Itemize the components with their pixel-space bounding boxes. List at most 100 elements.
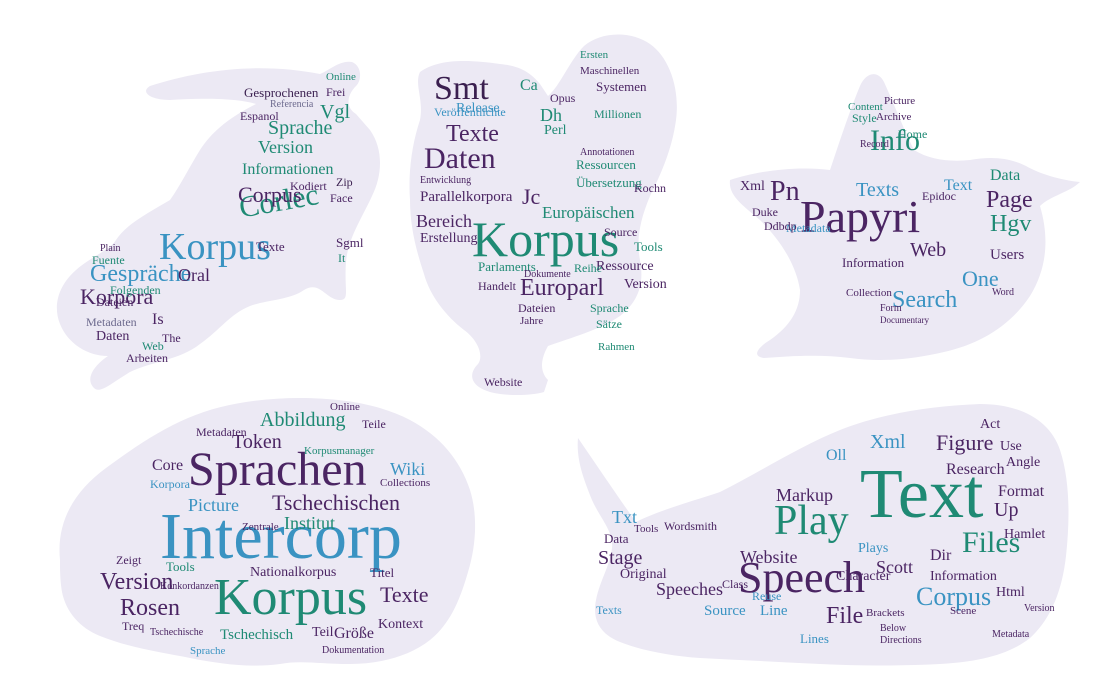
turtle-shape — [59, 398, 476, 666]
rooster-word-dh: Dh — [540, 105, 562, 125]
turtle-word-zentrale: Zentrale — [242, 521, 279, 533]
lizard-word-plain: Plain — [100, 243, 121, 254]
lizard-word-korpora: Korpora — [80, 284, 154, 309]
whale-word-markup: Markup — [776, 485, 833, 505]
whale-word-original: Original — [620, 567, 667, 582]
whale-word-scene: Scene — [950, 605, 977, 617]
whale-word-website: Website — [740, 547, 798, 567]
whale-word-hamlet: Hamlet — [1004, 527, 1046, 542]
bird-word-texts: Texts — [856, 179, 900, 201]
bird-word-home: Home — [898, 127, 928, 141]
whale-word-use: Use — [1000, 439, 1022, 454]
whale-word-play: Play — [774, 498, 849, 544]
lizard-word-folgenden: Folgenden — [110, 283, 161, 297]
whale-word-class: Class — [722, 577, 749, 591]
rooster-word-ressource: Ressource — [596, 259, 654, 274]
lizard-word-sgml: Sgml — [336, 235, 364, 250]
turtle-word-sprache: Sprache — [190, 645, 226, 657]
turtle-word-treq: Treq — [122, 619, 145, 633]
lizard-word-vgl: Vgl — [320, 101, 350, 123]
turtle-word-nationalkorpus: Nationalkorpus — [250, 565, 337, 580]
bird-word-duke: Duke — [752, 205, 778, 219]
bird-word-page: Page — [986, 187, 1033, 213]
turtle-word-collections: Collections — [380, 477, 431, 489]
whale-word-figure: Figure — [936, 430, 994, 455]
lizard-word-korpus: Korpus — [159, 226, 271, 268]
turtle-word-tschechisch: Tschechisch — [220, 627, 294, 643]
bird-word-web: Web — [910, 239, 947, 261]
lizard-word-kodiert: Kodiert — [290, 179, 327, 193]
turtle-word-metadaten: Metadaten — [196, 425, 247, 439]
turtle-word-texte: Texte — [380, 582, 429, 607]
lizard-word-informationen: Informationen — [242, 161, 334, 178]
whale-word-corpus: Corpus — [916, 582, 992, 611]
lizard-word-online: Online — [326, 71, 356, 83]
bird-word-info: Info — [870, 124, 920, 157]
lizard-word-referencia: Referencia — [270, 99, 314, 110]
lizard-word-daten: Daten — [96, 329, 130, 344]
rooster-word-ersten: Ersten — [580, 49, 609, 61]
lizard-word-corpus: Corpus — [238, 182, 302, 207]
lizard-word-the: The — [162, 331, 181, 345]
whale-word-html: Html — [996, 585, 1025, 600]
bird-word-archive: Archive — [876, 111, 912, 123]
whale-word-speeches: Speeches — [656, 579, 723, 599]
rooster-word-veroeffentlichte: Veröffentlichte — [434, 105, 506, 119]
whale-word-xml: Xml — [870, 431, 906, 453]
bird-word-information: Information — [842, 255, 905, 270]
bird-word-users: Users — [990, 247, 1025, 263]
lizard-word-arbeiten: Arbeiten — [126, 351, 168, 365]
lizard-word-gespraeche: Gespräche — [90, 261, 192, 287]
rooster-word-jc: Jc — [522, 184, 541, 209]
whale-word-metadata: Metadata — [992, 629, 1030, 640]
turtle-word-rosen: Rosen — [120, 595, 180, 621]
turtle-word-institut: Institut — [284, 513, 336, 533]
turtle-word-zeigt: Zeigt — [116, 553, 142, 567]
lizard-word-dateien: Dateien — [96, 295, 134, 309]
rooster-word-rahmen: Rahmen — [598, 341, 635, 353]
turtle-word-tools: Tools — [166, 559, 195, 574]
bird-word-epidoc: Epidoc — [922, 189, 956, 203]
lizard-word-zip: Zip — [336, 175, 353, 189]
whale-word-source: Source — [704, 603, 746, 619]
bird-word-search: Search — [892, 287, 958, 313]
rooster-word-smt: Smt — [434, 70, 489, 107]
rooster-word-dokumente: Dokumente — [524, 269, 571, 280]
whale-word-text: Text — [860, 456, 984, 533]
rooster-word-release: Release — [456, 101, 500, 116]
whale-word-up: Up — [994, 499, 1019, 521]
whale-word-wordsmith: Wordsmith — [664, 519, 718, 533]
turtle-word-token: Token — [232, 431, 282, 453]
lizard-word-web: Web — [142, 339, 164, 353]
bird-word-style: Style — [852, 111, 877, 125]
rooster-shape — [409, 34, 677, 396]
rooster-word-daten: Daten — [424, 142, 496, 175]
turtle-word-korpus: Korpus — [214, 569, 368, 626]
rooster-word-jahre: Jahre — [520, 315, 544, 327]
bird-word-content: Content — [848, 101, 883, 113]
turtle-word-teil: Teil — [312, 625, 334, 640]
lizard-word-face: Face — [330, 191, 353, 205]
lizard-word-metadaten: Metadaten — [86, 315, 137, 329]
rooster-word-version: Version — [624, 277, 667, 292]
bird-word-form: Form — [880, 303, 902, 314]
turtle-word-tschechischen: Tschechischen — [272, 490, 400, 515]
whale-word-act: Act — [980, 417, 1001, 432]
rooster-word-korpus: Korpus — [472, 211, 620, 267]
lizard-word-version: Version — [258, 137, 313, 157]
lizard-word-espanol: Espanol — [240, 109, 279, 123]
turtle-word-version: Version — [100, 569, 174, 595]
bird-word-word: Word — [992, 287, 1014, 298]
rooster-word-maschinellen: Maschinellen — [580, 65, 640, 77]
rooster-word-reihe: Reihe — [574, 261, 602, 275]
bird-word-metadata: Metadata — [786, 221, 831, 235]
rooster-word-sprache: Sprache — [590, 301, 629, 315]
rooster-word-opus: Opus — [550, 91, 576, 105]
whale-word-scott: Scott — [876, 557, 914, 577]
turtle-word-teile: Teile — [362, 417, 386, 431]
turtle-word-groesse: Größe — [334, 625, 374, 642]
whale-word-character: Character — [836, 569, 891, 584]
whale-word-research: Research — [946, 461, 1005, 478]
